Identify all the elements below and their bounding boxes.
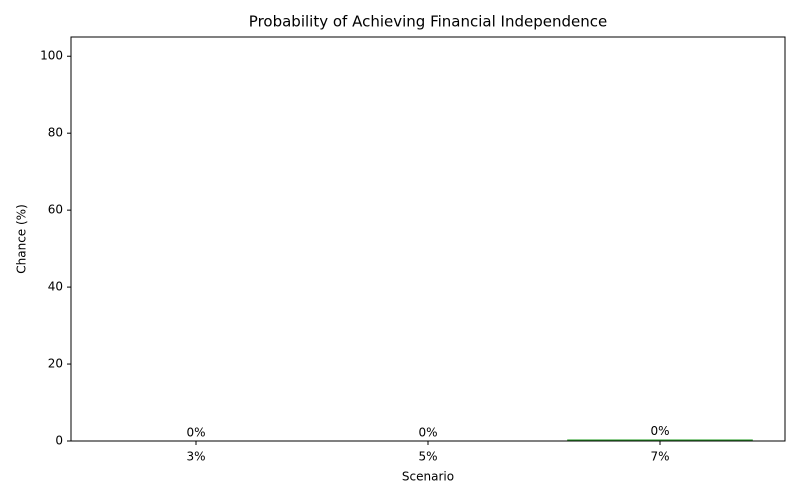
y-tick-label: 20 <box>48 357 63 371</box>
chart-title: Probability of Achieving Financial Indep… <box>249 13 607 31</box>
y-tick-label: 80 <box>48 126 63 140</box>
value-label: 0% <box>418 426 437 440</box>
x-tick-label: 7% <box>650 450 669 464</box>
x-axis-label: Scenario <box>402 470 454 484</box>
y-tick-label: 100 <box>40 49 63 63</box>
x-tick-label: 3% <box>186 450 205 464</box>
y-tick-label: 40 <box>48 280 63 294</box>
x-tick-label: 5% <box>418 450 437 464</box>
y-tick-label: 60 <box>48 203 63 217</box>
y-tick-label: 0 <box>55 434 63 448</box>
value-label: 0% <box>186 426 205 440</box>
bar <box>567 439 753 441</box>
value-label: 0% <box>650 424 669 438</box>
plot-frame <box>70 36 786 442</box>
y-axis-label: Chance (%) <box>15 204 29 274</box>
